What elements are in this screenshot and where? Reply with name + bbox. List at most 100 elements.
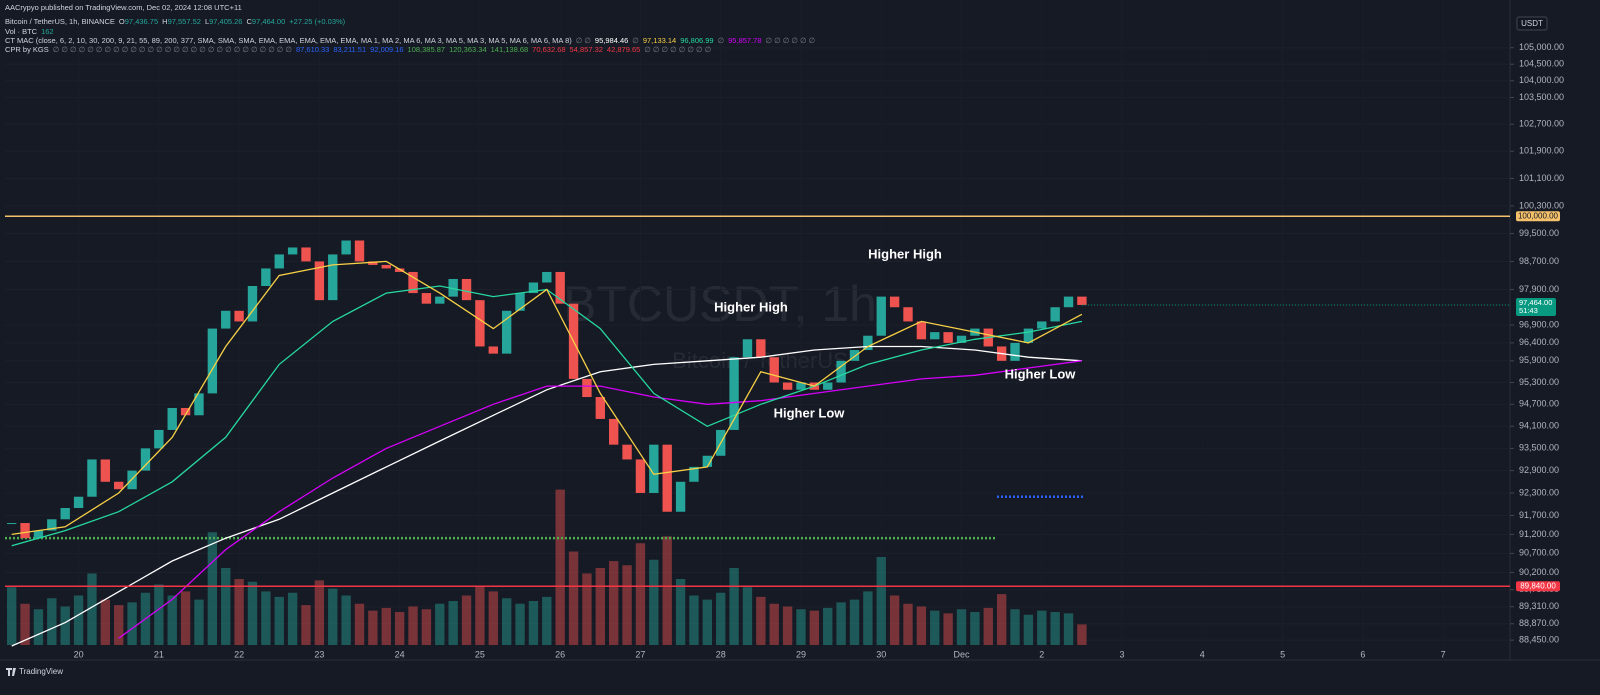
y-tick-label: 96,400.00 bbox=[1519, 337, 1559, 347]
header-line: CPR by KGS ∅ ∅ ∅ ∅ ∅ ∅ ∅ ∅ ∅ ∅ ∅ ∅ ∅ ∅ ∅ … bbox=[5, 45, 712, 54]
header-line: CT MAC (close, 6, 2, 10, 30, 200, 9, 21,… bbox=[5, 36, 816, 45]
volume-bar bbox=[341, 595, 351, 645]
volume-bar bbox=[1037, 610, 1047, 645]
candle bbox=[140, 448, 151, 471]
volume-bar bbox=[274, 596, 284, 645]
y-tick-label: 102,700.00 bbox=[1519, 119, 1564, 129]
candle bbox=[33, 530, 44, 539]
volume-bar bbox=[582, 573, 592, 645]
y-tick-label: 104,000.00 bbox=[1519, 75, 1564, 85]
last-price-label: 97,464.00 bbox=[1519, 298, 1552, 307]
x-tick-label: 4 bbox=[1200, 649, 1205, 659]
candle bbox=[314, 261, 325, 301]
volume-label: Vol · BTC bbox=[5, 27, 38, 36]
volume-bar bbox=[689, 595, 699, 645]
volume-bar bbox=[876, 557, 886, 645]
moving-average bbox=[11, 345, 1082, 647]
candle bbox=[1037, 321, 1047, 329]
volume-bar bbox=[448, 601, 458, 645]
candle bbox=[381, 264, 391, 269]
volume-bar bbox=[100, 599, 111, 645]
last-price-box bbox=[1516, 297, 1556, 316]
y-tick-label: 93,500.00 bbox=[1519, 443, 1559, 453]
indicator-value: 141,138.68 bbox=[491, 45, 529, 54]
volume-bar bbox=[555, 489, 565, 645]
volume-bar bbox=[863, 591, 873, 645]
candle bbox=[328, 254, 338, 301]
indicator-value: 108,385.87 bbox=[408, 45, 446, 54]
volume-bar bbox=[675, 579, 686, 645]
candle bbox=[221, 310, 231, 329]
candle bbox=[782, 382, 793, 390]
candle bbox=[609, 418, 619, 445]
volume-bar bbox=[609, 561, 619, 645]
candle bbox=[943, 332, 953, 343]
candle bbox=[261, 268, 271, 287]
candle bbox=[207, 328, 218, 394]
candle bbox=[421, 293, 432, 304]
candle bbox=[769, 357, 779, 383]
volume-bar bbox=[649, 559, 659, 645]
volume-bar bbox=[903, 603, 913, 645]
indicator-value: 96,806.99 bbox=[680, 36, 713, 45]
volume-bar bbox=[114, 605, 124, 645]
volume-bar bbox=[127, 602, 137, 645]
volume-bar bbox=[528, 601, 539, 645]
volume-bar bbox=[782, 606, 793, 645]
indicator-label: CT MAC (close, 6, 2, 10, 30, 200, 9, 21,… bbox=[5, 36, 572, 45]
y-tick-label: 91,700.00 bbox=[1519, 510, 1559, 520]
currency-box[interactable] bbox=[1516, 16, 1548, 31]
x-tick-label: 30 bbox=[876, 649, 886, 659]
candle bbox=[488, 346, 498, 354]
volume-bar bbox=[823, 607, 833, 645]
annotation: Higher Low bbox=[774, 405, 846, 420]
volume-bar bbox=[167, 595, 177, 645]
y-tick-label: 99,500.00 bbox=[1519, 228, 1559, 238]
x-tick-label: 3 bbox=[1120, 649, 1125, 659]
x-tick-label: 29 bbox=[796, 649, 806, 659]
indicator-value: 120,363.34 bbox=[449, 45, 487, 54]
candle bbox=[689, 466, 699, 482]
candle bbox=[702, 455, 713, 467]
candle bbox=[956, 335, 967, 343]
volume-bar bbox=[809, 610, 820, 645]
x-tick-label: 2 bbox=[1039, 649, 1044, 659]
volume-bar bbox=[7, 587, 17, 645]
volume-bar bbox=[20, 603, 30, 645]
x-tick-label: 22 bbox=[234, 649, 244, 659]
candle bbox=[341, 240, 351, 255]
volume-bar bbox=[354, 603, 365, 645]
candle bbox=[394, 268, 405, 272]
volume-bar bbox=[930, 610, 940, 645]
ohlc-key: H bbox=[162, 17, 167, 26]
candle bbox=[756, 339, 766, 358]
currency[interactable]: USDT bbox=[1521, 19, 1543, 28]
volume-bar bbox=[328, 588, 338, 645]
y-tick-label: 94,100.00 bbox=[1519, 421, 1559, 431]
volume-bar bbox=[836, 602, 846, 645]
indicator-value: ∅ ∅ ∅ ∅ ∅ ∅ ∅ ∅ bbox=[644, 45, 711, 54]
y-tick-label: 101,900.00 bbox=[1519, 146, 1564, 156]
indicator-value: ∅ bbox=[718, 36, 725, 45]
indicator-value: 83,211.51 bbox=[333, 45, 366, 54]
annotation: Higher High bbox=[714, 299, 788, 314]
candle bbox=[180, 407, 191, 416]
candle bbox=[863, 335, 873, 351]
candle bbox=[114, 481, 124, 490]
x-tick-label: 23 bbox=[314, 649, 324, 659]
level-label: 89,840.00 bbox=[1520, 581, 1556, 590]
y-tick-label: 98,700.00 bbox=[1519, 256, 1559, 266]
x-tick-label: 7 bbox=[1441, 649, 1446, 659]
candle bbox=[542, 271, 552, 283]
volume-bar bbox=[542, 596, 552, 645]
candle bbox=[555, 271, 565, 304]
moving-average bbox=[11, 260, 1083, 536]
volume-bar bbox=[73, 595, 84, 645]
candle bbox=[194, 393, 204, 416]
indicator-value: ∅ ∅ ∅ ∅ ∅ ∅ ∅ ∅ ∅ ∅ ∅ ∅ ∅ ∅ ∅ ∅ ∅ ∅ ∅ ∅ … bbox=[53, 45, 293, 54]
x-tick-label: 27 bbox=[635, 649, 645, 659]
volume-bar bbox=[87, 573, 97, 645]
y-tick-label: 90,700.00 bbox=[1519, 548, 1559, 558]
indicator-value: ∅ bbox=[632, 36, 639, 45]
